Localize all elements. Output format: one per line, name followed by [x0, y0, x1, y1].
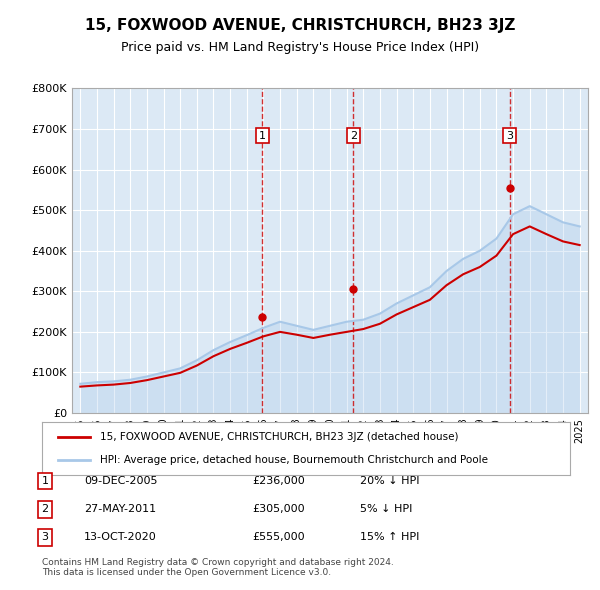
Text: 15, FOXWOOD AVENUE, CHRISTCHURCH, BH23 3JZ (detached house): 15, FOXWOOD AVENUE, CHRISTCHURCH, BH23 3… [100, 432, 458, 442]
Text: 13-OCT-2020: 13-OCT-2020 [84, 533, 157, 542]
Text: 1: 1 [41, 476, 49, 486]
Text: 27-MAY-2011: 27-MAY-2011 [84, 504, 156, 514]
Text: 2: 2 [41, 504, 49, 514]
Text: HPI: Average price, detached house, Bournemouth Christchurch and Poole: HPI: Average price, detached house, Bour… [100, 455, 488, 465]
Text: 20% ↓ HPI: 20% ↓ HPI [360, 476, 419, 486]
Text: £236,000: £236,000 [252, 476, 305, 486]
Text: £305,000: £305,000 [252, 504, 305, 514]
Text: 15, FOXWOOD AVENUE, CHRISTCHURCH, BH23 3JZ: 15, FOXWOOD AVENUE, CHRISTCHURCH, BH23 3… [85, 18, 515, 32]
Text: 09-DEC-2005: 09-DEC-2005 [84, 476, 157, 486]
Text: Contains HM Land Registry data © Crown copyright and database right 2024.
This d: Contains HM Land Registry data © Crown c… [42, 558, 394, 577]
Text: 2: 2 [350, 130, 357, 140]
Text: 3: 3 [41, 533, 49, 542]
Text: £555,000: £555,000 [252, 533, 305, 542]
Text: 5% ↓ HPI: 5% ↓ HPI [360, 504, 412, 514]
Text: Price paid vs. HM Land Registry's House Price Index (HPI): Price paid vs. HM Land Registry's House … [121, 41, 479, 54]
Text: 3: 3 [506, 130, 513, 140]
Text: 1: 1 [259, 130, 266, 140]
Text: 15% ↑ HPI: 15% ↑ HPI [360, 533, 419, 542]
